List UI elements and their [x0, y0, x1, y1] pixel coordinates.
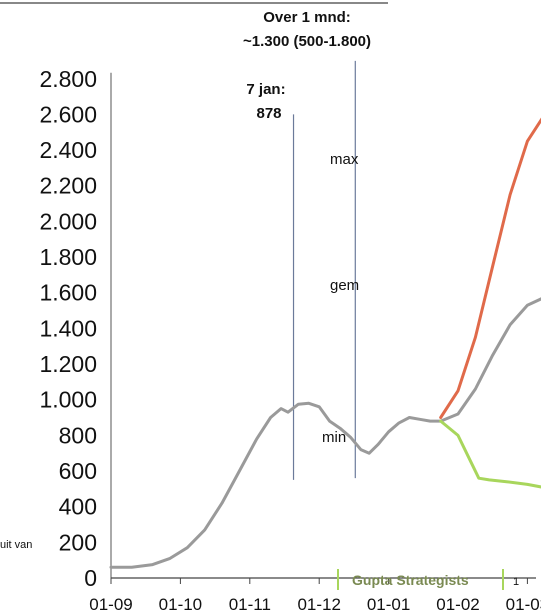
series-line-min [439, 419, 541, 489]
y-tick-label: 1.200 [39, 351, 97, 377]
annotation-gem: gem [330, 277, 359, 294]
footer-right-cut: 1 [513, 576, 519, 588]
footer-brand: Gupta Strategists [352, 572, 469, 588]
annotation-over-line2: ~1.300 (500-1.800) [243, 33, 371, 50]
x-tick-label: 01-03 [506, 595, 541, 614]
series-lines [109, 117, 541, 569]
x-tick-label: 01-10 [159, 595, 202, 614]
y-tick-label: 400 [59, 494, 97, 520]
y-tick-label: 2.400 [39, 137, 97, 163]
series-line-history-0 [109, 401, 443, 569]
y-axis: 0 200 400 600 800 1.000 1.200 1.400 1.600 1.800 2.… [39, 66, 112, 591]
x-tick-label: 01-12 [297, 595, 340, 614]
annotation-max: max [330, 151, 359, 168]
y-tick-label: 200 [59, 529, 97, 555]
series-line-max [439, 117, 541, 419]
y-tick-label: 0 [84, 565, 97, 591]
y-tick-label: 1.000 [39, 387, 97, 413]
annotation-over-line1: Over 1 mnd: [263, 9, 351, 26]
x-tick-label: 01-01 [367, 595, 410, 614]
footer-left-cut: uit van [0, 539, 32, 551]
y-tick-label: 1.600 [39, 280, 97, 306]
reference-lines [292, 60, 356, 480]
y-tick-label: 2.000 [39, 208, 97, 234]
y-tick-label: 2.800 [39, 66, 97, 92]
x-tick-label: 01-02 [436, 595, 479, 614]
y-tick-label: 1.800 [39, 244, 97, 270]
x-tick-label: 01-11 [229, 595, 271, 614]
x-axis: 01-09 01-10 01-11 01-12 01-01 01-02 01-03 [89, 577, 541, 614]
annotation-jan-line2: 878 [256, 105, 281, 122]
series-line-gem [439, 297, 541, 423]
annotation-jan-line1: 7 jan: [246, 81, 285, 98]
y-tick-label: 1.400 [39, 315, 97, 341]
annotation-min: min [322, 429, 346, 446]
y-tick-label: 800 [59, 422, 97, 448]
x-tick-label: 01-09 [89, 595, 132, 614]
y-tick-label: 2.200 [39, 173, 97, 199]
y-tick-label: 2.600 [39, 101, 97, 127]
y-tick-label: 600 [59, 458, 97, 484]
